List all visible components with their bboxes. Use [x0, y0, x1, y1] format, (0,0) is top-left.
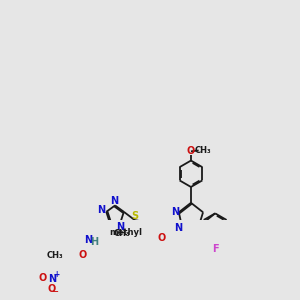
Text: +: + [53, 270, 59, 279]
Text: O: O [157, 233, 165, 243]
Text: O: O [79, 250, 87, 260]
Text: methyl: methyl [110, 228, 142, 237]
Text: CH₃: CH₃ [195, 146, 212, 155]
Text: H: H [90, 237, 98, 247]
Text: N: N [48, 274, 56, 284]
Text: −: − [51, 287, 58, 296]
Text: CH₃: CH₃ [113, 229, 130, 238]
Text: N: N [171, 207, 179, 217]
Text: N: N [110, 196, 118, 206]
Text: F: F [212, 244, 218, 254]
Text: N: N [84, 236, 92, 245]
Text: O: O [39, 273, 47, 283]
Text: O: O [47, 284, 56, 294]
Text: S: S [131, 211, 138, 221]
Text: O: O [187, 146, 195, 156]
Text: N: N [174, 223, 182, 233]
Text: N: N [98, 205, 106, 215]
Text: CH₃: CH₃ [47, 251, 64, 260]
Text: N: N [116, 222, 124, 232]
